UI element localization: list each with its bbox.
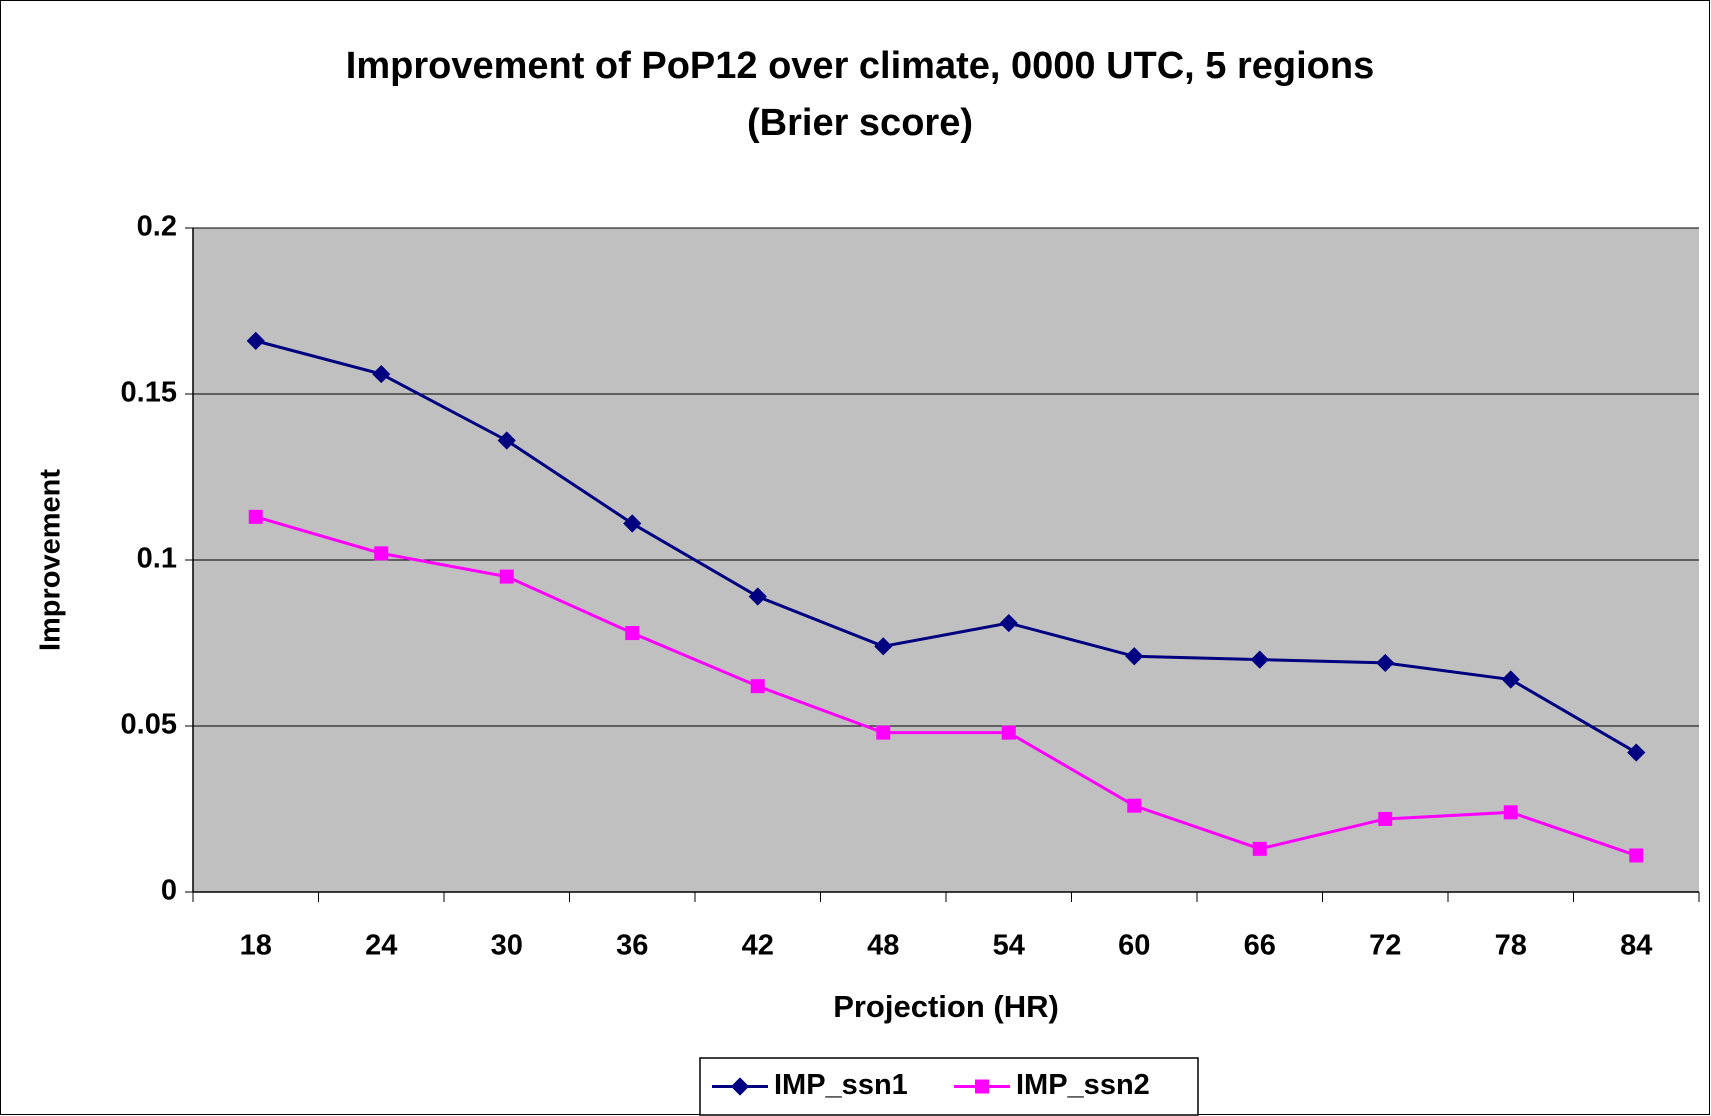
marker: [1127, 798, 1142, 813]
marker: [1501, 670, 1520, 689]
chart-title: Improvement of PoP12 over climate, 0000 …: [346, 45, 1374, 87]
marker: [246, 331, 265, 350]
x-tick-label: 84: [1620, 930, 1652, 962]
marker: [748, 587, 767, 606]
y-tick-label: 0: [161, 875, 177, 907]
marker: [999, 613, 1018, 633]
marker: [1378, 811, 1393, 826]
marker: [1376, 653, 1395, 673]
x-axis-title: Projection (HR): [833, 989, 1059, 1024]
legend-box: [699, 1057, 1199, 1116]
marker: [1503, 805, 1518, 820]
legend-label: IMP_ssn1: [774, 1069, 908, 1101]
legend-label: IMP_ssn2: [1016, 1069, 1150, 1101]
marker: [876, 725, 891, 740]
marker: [625, 626, 640, 641]
marker: [623, 514, 642, 533]
marker: [750, 679, 765, 694]
marker: [374, 546, 389, 561]
marker: [1627, 743, 1646, 762]
y-tick-label: 0.05: [121, 709, 177, 741]
x-tick-label: 48: [867, 930, 899, 962]
x-tick-label: 24: [365, 930, 397, 962]
marker: [497, 431, 516, 450]
x-tick-label: 54: [993, 930, 1025, 962]
x-tick-label: 36: [616, 930, 648, 962]
marker: [874, 637, 893, 656]
marker: [1001, 725, 1016, 740]
x-tick-label: 78: [1495, 930, 1527, 962]
y-tick-label: 0.15: [121, 377, 177, 409]
marker: [248, 509, 263, 524]
y-tick-label: 0.1: [137, 543, 177, 575]
series-line: [255, 515, 1637, 857]
x-tick-label: 60: [1118, 930, 1150, 962]
marker: [975, 1079, 989, 1094]
x-tick-label: 72: [1369, 930, 1401, 962]
chart-subtitle: (Brier score): [747, 102, 973, 144]
marker: [499, 569, 514, 584]
marker: [730, 1077, 750, 1096]
marker: [1629, 848, 1644, 863]
y-axis-title: Improvement: [35, 469, 67, 651]
marker: [1252, 841, 1267, 856]
marker: [372, 364, 391, 384]
x-tick-label: 18: [240, 930, 272, 962]
x-tick-label: 30: [491, 930, 523, 962]
x-tick-label: 66: [1244, 930, 1276, 962]
x-tick-label: 42: [742, 930, 774, 962]
y-tick-label: 0.2: [137, 211, 177, 243]
series-line: [255, 339, 1638, 754]
marker: [1125, 647, 1144, 666]
marker: [1250, 650, 1269, 669]
